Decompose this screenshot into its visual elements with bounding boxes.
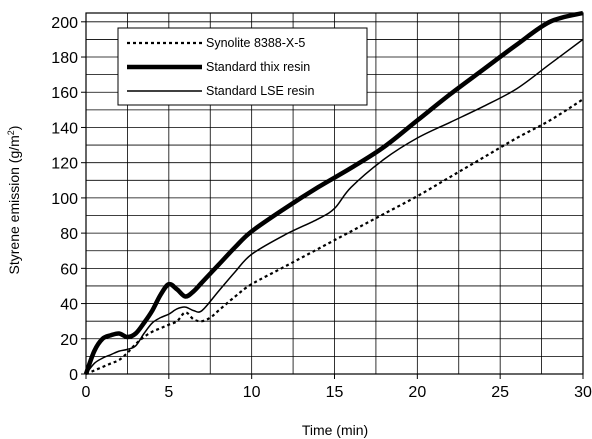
x-tick-label: 10 xyxy=(243,384,261,401)
y-tick-label: 160 xyxy=(51,85,78,102)
axis-ticks: 0 5 10 15 20 25 30 0 20 40 60 80 100 120 140 160 180 200 xyxy=(51,15,592,401)
legend-label-synolite: Synolite 8388-X-5 xyxy=(206,36,305,50)
x-tick-label: 25 xyxy=(491,384,509,401)
x-tick-label: 20 xyxy=(408,384,426,401)
y-tick-label: 140 xyxy=(51,120,78,137)
y-tick-label: 0 xyxy=(69,367,78,384)
y-tick-label: 80 xyxy=(60,226,78,243)
y-axis-title: Styrene emission (g/m2) xyxy=(6,126,22,275)
series-line-lse xyxy=(85,38,584,375)
legend: Synolite 8388-X-5 Standard thix resin St… xyxy=(117,27,368,106)
y-tick-label: 20 xyxy=(60,332,78,349)
x-tick-label: 5 xyxy=(164,384,173,401)
series-line-thix xyxy=(83,10,584,375)
y-tick-label: 60 xyxy=(60,261,78,278)
legend-label-lse: Standard LSE resin xyxy=(206,84,314,98)
x-tick-label: 30 xyxy=(574,384,592,401)
y-tick-label: 100 xyxy=(51,191,78,208)
series-line-synolite xyxy=(85,98,584,376)
x-tick-label: 15 xyxy=(326,384,344,401)
x-tick-label: 0 xyxy=(82,384,91,401)
y-tick-label: 200 xyxy=(51,15,78,32)
x-axis-title: Time (min) xyxy=(302,422,368,438)
legend-label-thix: Standard thix resin xyxy=(206,60,310,74)
series-layer xyxy=(83,10,584,376)
y-tick-label: 120 xyxy=(51,156,78,173)
y-tick-label: 40 xyxy=(60,297,78,314)
y-tick-label: 180 xyxy=(51,50,78,67)
